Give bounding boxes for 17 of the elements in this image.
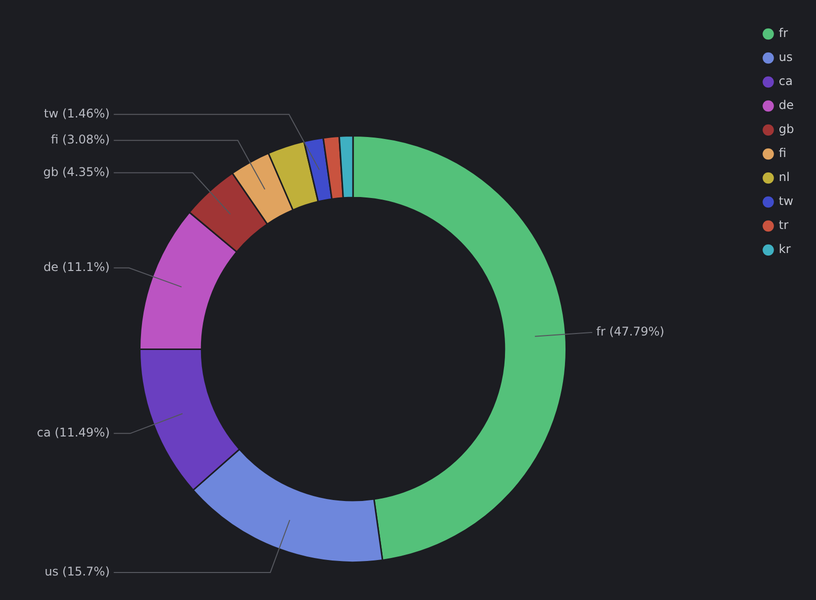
- legend-label: kr: [778, 242, 791, 256]
- category-label: ca (11.49%): [36, 426, 110, 440]
- legend-label: nl: [778, 170, 790, 184]
- category-label: fr (47.79%): [596, 324, 664, 339]
- legend-label: fi: [778, 146, 786, 160]
- category-label: gb (4.35%): [43, 164, 110, 179]
- legend-label: gb: [778, 122, 794, 136]
- legend-label: tr: [778, 218, 788, 232]
- legend-label: tw: [778, 194, 794, 208]
- legend-label: de: [778, 98, 794, 112]
- legend-label: ca: [778, 74, 793, 88]
- category-label: us (15.7%): [44, 564, 110, 579]
- category-label: tw (1.46%): [44, 106, 110, 121]
- category-label: de (11.1%): [43, 260, 110, 274]
- legend-label: fr: [778, 26, 788, 40]
- category-label: fi (3.08%): [50, 132, 110, 147]
- legend-label: us: [778, 50, 793, 64]
